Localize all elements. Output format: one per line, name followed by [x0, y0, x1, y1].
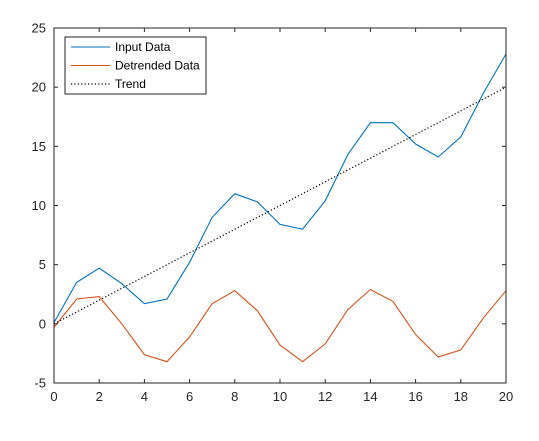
- x-tick-label: 18: [454, 389, 468, 404]
- legend-label-0: Input Data: [115, 40, 171, 54]
- y-tick-label: 10: [32, 198, 46, 213]
- y-tick-label: 15: [32, 139, 46, 154]
- legend-label-1: Detrended Data: [115, 59, 200, 73]
- legend-label-2: Trend: [115, 77, 146, 91]
- y-tick-label: 0: [39, 316, 46, 331]
- x-tick-label: 16: [408, 389, 422, 404]
- x-tick-label: 20: [499, 389, 513, 404]
- x-tick-label: 10: [273, 389, 287, 404]
- x-tick-label: 12: [318, 389, 332, 404]
- x-tick-label: 4: [141, 389, 148, 404]
- x-tick-label: 8: [231, 389, 238, 404]
- series-layer: [53, 53, 507, 363]
- series-line-1: [53, 288, 507, 363]
- axes-layer: 0 2 4 6 8 10 12 14 16 18 20 -5 0 5 10 15 20 25: [32, 21, 514, 405]
- series-line-2: [53, 86, 507, 325]
- x-tick-label: 6: [186, 389, 193, 404]
- x-tick-label: 2: [96, 389, 103, 404]
- x-tick-label: 0: [50, 389, 57, 404]
- y-tick-label: 5: [39, 257, 46, 272]
- legend: Input Data Detrended Data Trend: [64, 36, 207, 95]
- y-tick-label: 25: [32, 21, 46, 36]
- x-tick-label: 14: [363, 389, 377, 404]
- y-tick-label: -5: [34, 376, 46, 391]
- series-line-0: [53, 53, 507, 323]
- y-tick-label: 20: [32, 80, 46, 95]
